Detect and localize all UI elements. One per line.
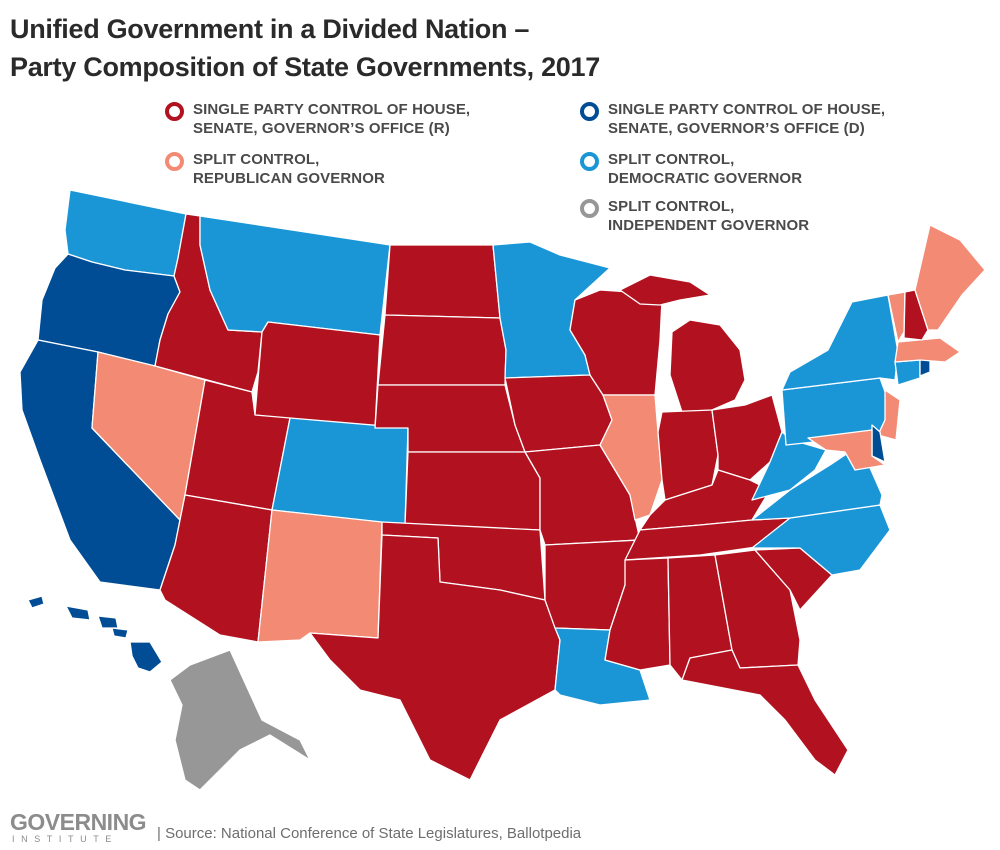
state-mi[interactable] [619, 274, 746, 413]
logo-subtitle: INSTITUTE [12, 834, 118, 844]
state-fl[interactable] [681, 649, 849, 776]
state-nm[interactable] [257, 509, 383, 643]
legend-marker-split-d [580, 152, 599, 171]
legend-marker-split-r [165, 152, 184, 171]
legend-label: SENATE, GOVERNOR’S OFFICE (R) [193, 120, 450, 137]
legend-marker-d-unified [580, 102, 599, 121]
state-nj[interactable] [877, 389, 901, 441]
legend-item-split-d: SPLIT CONTROL, DEMOCRATIC GOVERNOR [580, 150, 802, 188]
legend-label: SINGLE PARTY CONTROL OF HOUSE, [193, 101, 471, 118]
state-nh[interactable] [903, 289, 929, 341]
state-ny[interactable] [781, 294, 899, 391]
state-ma[interactable] [894, 337, 961, 363]
legend-label: SPLIT CONTROL, [608, 198, 735, 215]
state-ct[interactable] [894, 359, 921, 386]
state-nd[interactable] [384, 244, 501, 319]
state-hi[interactable] [27, 595, 163, 673]
state-wy[interactable] [254, 321, 381, 429]
legend-label: DEMOCRATIC GOVERNOR [608, 170, 803, 187]
legend-label: REPUBLICAN GOVERNOR [193, 170, 385, 187]
state-tx[interactable] [309, 534, 561, 781]
legend-item-r-unified: SINGLE PARTY CONTROL OF HOUSE, SENATE, G… [165, 100, 470, 138]
legend-label: INDEPENDENT GOVERNOR [608, 217, 810, 234]
source-note: | Source: National Conference of State L… [157, 825, 582, 842]
legend-label: SPLIT CONTROL, [608, 151, 735, 168]
state-ia[interactable] [504, 374, 613, 453]
map-title: Unified Government in a Divided Nation –… [10, 10, 730, 86]
legend-item-split-r: SPLIT CONTROL, REPUBLICAN GOVERNOR [165, 150, 385, 188]
title-line-1: Unified Government in a Divided Nation – [10, 14, 530, 44]
state-ks[interactable] [404, 451, 541, 531]
legend-item-split-i: SPLIT CONTROL, INDEPENDENT GOVERNOR [580, 197, 809, 235]
legend-marker-r-unified [165, 102, 184, 121]
governing-logo: GOVERNING INSTITUTE [10, 809, 147, 845]
title-line-2: Party Composition of State Governments, … [10, 52, 600, 82]
state-ak[interactable] [169, 649, 311, 791]
state-md[interactable] [807, 429, 886, 471]
legend-label: SPLIT CONTROL, [193, 151, 320, 168]
state-wv[interactable] [751, 431, 827, 501]
legend-label: SINGLE PARTY CONTROL OF HOUSE, [608, 101, 886, 118]
legend-marker-split-i [580, 199, 599, 218]
state-co[interactable] [271, 417, 409, 526]
legend-label: SENATE, GOVERNOR’S OFFICE (D) [608, 120, 865, 137]
state-sd[interactable] [377, 314, 507, 386]
logo-wordmark: GOVERNING [10, 809, 147, 835]
state-me[interactable] [914, 224, 986, 331]
state-mt[interactable] [199, 215, 391, 336]
state-ms[interactable] [604, 557, 671, 671]
legend-item-d-unified: SINGLE PARTY CONTROL OF HOUSE, SENATE, G… [580, 100, 885, 138]
state-va[interactable] [751, 444, 883, 521]
state-il[interactable] [599, 394, 663, 521]
